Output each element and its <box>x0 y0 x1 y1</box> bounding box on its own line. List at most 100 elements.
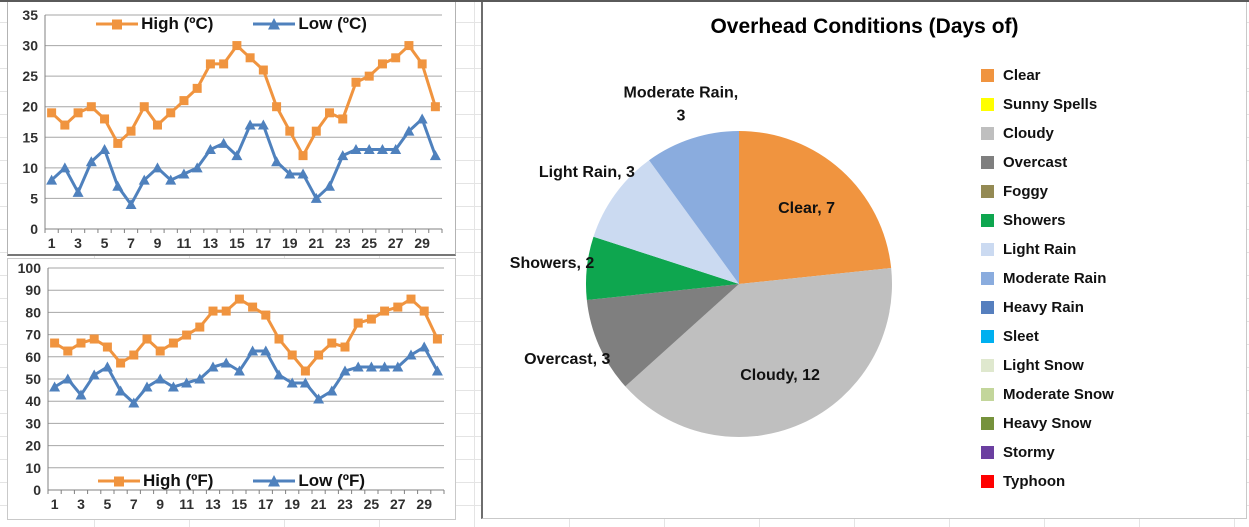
y-axis-tick-label: 80 <box>25 304 41 320</box>
marker-square <box>298 151 308 161</box>
marker-square <box>166 108 176 118</box>
marker-square <box>419 306 429 316</box>
marker-square <box>300 366 310 376</box>
legend-swatch-icon <box>981 214 994 227</box>
marker-square <box>221 306 231 316</box>
x-axis-tick-label: 5 <box>104 496 112 512</box>
x-axis-tick-label: 5 <box>101 235 109 251</box>
marker-triangle <box>257 119 269 130</box>
marker-square <box>155 346 165 356</box>
marker-square <box>366 314 376 324</box>
legend-swatch-icon <box>981 359 994 372</box>
pie-chart-title: Overhead Conditions (Days of) <box>710 15 1019 38</box>
marker-square <box>152 120 162 130</box>
marker-triangle <box>62 373 74 384</box>
legend-item-label: Heavy Snow <box>1003 415 1092 432</box>
pie-slice-overcast[interactable] <box>586 284 739 387</box>
pie-slice-showers[interactable] <box>586 236 739 300</box>
y-axis-tick-label: 30 <box>25 415 41 431</box>
marker-triangle <box>429 150 441 161</box>
y-axis-tick-label: 10 <box>25 460 41 476</box>
marker-square <box>60 120 70 130</box>
pie-slice-moderate-rain[interactable] <box>649 131 739 284</box>
x-axis-tick-label: 17 <box>258 496 274 512</box>
pie-slice-cloudy[interactable] <box>625 268 893 437</box>
legend-item-label: Sunny Spells <box>1003 96 1098 113</box>
marker-triangle <box>165 174 177 185</box>
y-axis-tick-label: 90 <box>25 282 41 298</box>
marker-square <box>406 294 416 304</box>
marker-square <box>287 350 297 360</box>
legend-item-label: Moderate Snow <box>1003 386 1114 403</box>
marker-triangle <box>191 162 203 173</box>
legend-item-label: Light Snow <box>1003 357 1084 374</box>
legend-swatch-icon <box>981 417 994 430</box>
marker-square <box>261 310 271 320</box>
marker-square <box>432 334 442 344</box>
pie-legend-item-heavy-rain: Heavy Rain <box>981 293 1114 322</box>
marker-triangle <box>244 119 256 130</box>
marker-triangle <box>376 144 388 155</box>
overhead-conditions-pie-chart[interactable]: Overhead Conditions (Days of) Clear, 7 Cl… <box>481 0 1247 519</box>
marker-triangle <box>416 113 428 124</box>
pie-legend-item-light-snow: Light Snow <box>981 351 1114 380</box>
pie-data-label-clear: Clear, 7 <box>778 199 836 217</box>
celsius-line-chart[interactable]: 0 5 10 15 20 25 30 35 1 3 5 7 9 11 13 15 17 19 21 23 25 27 29 … <box>7 0 456 256</box>
marker-square <box>116 358 126 368</box>
series-line-low-f <box>53 345 439 405</box>
marker-triangle <box>310 192 322 203</box>
marker-square <box>102 342 112 352</box>
pie-legend-item-sleet: Sleet <box>981 322 1114 351</box>
pie-data-label-showers: Showers, 2 <box>509 255 595 273</box>
marker-triangle <box>363 144 375 155</box>
marker-square <box>314 350 324 360</box>
marker-triangle <box>337 150 349 161</box>
pie-slice-light-rain[interactable] <box>593 160 739 284</box>
pie-legend-item-light-rain: Light Rain <box>981 235 1114 264</box>
pie-slice-clear[interactable] <box>739 131 892 284</box>
marker-square <box>100 114 110 124</box>
marker-square <box>129 350 139 360</box>
legend-swatch-icon <box>981 330 994 343</box>
marker-triangle <box>431 365 443 376</box>
x-axis-tick-label: 11 <box>177 235 192 251</box>
fahrenheit-line-chart[interactable]: 0 10 20 30 40 50 60 70 80 90 100 1 3 5 7 9 11 13 15 17 19 21 2… <box>7 258 456 520</box>
marker-triangle <box>324 180 336 191</box>
y-axis-tick-label: 30 <box>22 38 38 54</box>
marker-triangle <box>284 168 296 179</box>
legend-swatch-icon <box>981 388 994 401</box>
legend-item-label: Foggy <box>1003 183 1048 200</box>
legend-item-label: Moderate Rain <box>1003 270 1107 287</box>
marker-triangle <box>350 144 362 155</box>
marker-triangle <box>271 156 283 167</box>
marker-triangle <box>125 199 137 210</box>
marker-triangle <box>418 341 430 352</box>
marker-triangle <box>138 174 150 185</box>
legend-swatch-icon <box>981 272 994 285</box>
marker-square <box>234 294 244 304</box>
x-axis-tick-label: 21 <box>308 235 324 251</box>
marker-square <box>63 346 73 356</box>
legend-swatch-icon <box>981 127 994 140</box>
pie-legend-item-moderate-snow: Moderate Snow <box>981 380 1114 409</box>
x-axis-tick-label: 11 <box>179 496 194 512</box>
y-axis-tick-label: 10 <box>22 160 38 176</box>
x-axis-tick-label: 1 <box>51 496 59 512</box>
marker-triangle <box>207 361 219 372</box>
pie-legend-item-showers: Showers <box>981 206 1114 235</box>
marker-triangle <box>297 168 309 179</box>
marker-triangle <box>218 137 230 148</box>
marker-square <box>377 59 387 69</box>
legend-item-label: Clear <box>1003 67 1041 84</box>
marker-triangle <box>167 381 179 392</box>
marker-triangle <box>273 369 285 380</box>
marker-triangle <box>352 361 364 372</box>
marker-square <box>245 53 255 63</box>
marker-triangle <box>233 365 245 376</box>
x-axis-tick-label: 9 <box>154 235 162 251</box>
marker-triangle <box>339 365 351 376</box>
marker-triangle <box>313 393 325 404</box>
marker-triangle <box>75 389 87 400</box>
